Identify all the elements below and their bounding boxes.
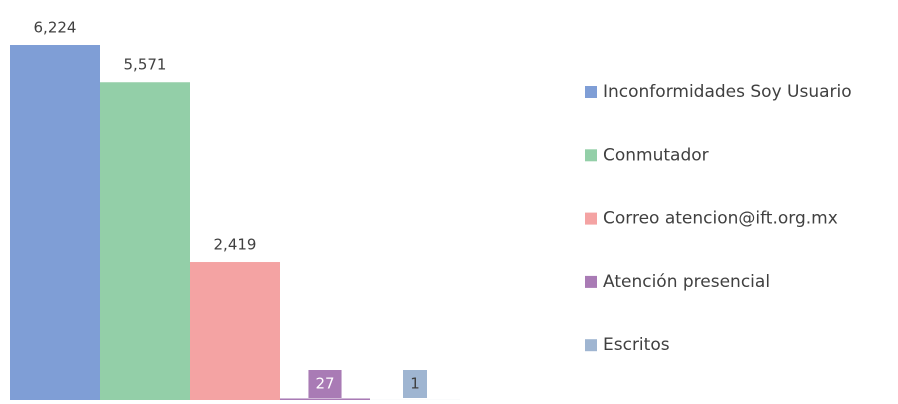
bar: [10, 45, 100, 400]
legend-swatch: [585, 149, 597, 162]
legend-swatch: [585, 339, 597, 352]
data-label: 6,224: [34, 19, 77, 37]
data-label-box: [308, 370, 342, 398]
bar: [100, 82, 190, 401]
bar: [280, 398, 370, 400]
bar: [190, 262, 280, 400]
legend-swatch: [585, 275, 597, 288]
legend-label: Inconformidades Soy Usuario: [603, 82, 852, 102]
legend-swatch: [585, 86, 597, 98]
data-label: 5,571: [124, 56, 167, 74]
legend-label: Correo atencion@ift.org.mx: [603, 209, 838, 229]
legend-swatch: [585, 212, 597, 225]
legend-label: Escritos: [603, 335, 670, 355]
data-label: 2,419: [214, 236, 257, 254]
data-label: 1: [410, 375, 420, 393]
legend-label: Atención presencial: [603, 272, 770, 292]
data-label-box: [403, 370, 427, 398]
data-label: 27: [315, 375, 334, 393]
legend-label: Conmutador: [603, 145, 709, 165]
